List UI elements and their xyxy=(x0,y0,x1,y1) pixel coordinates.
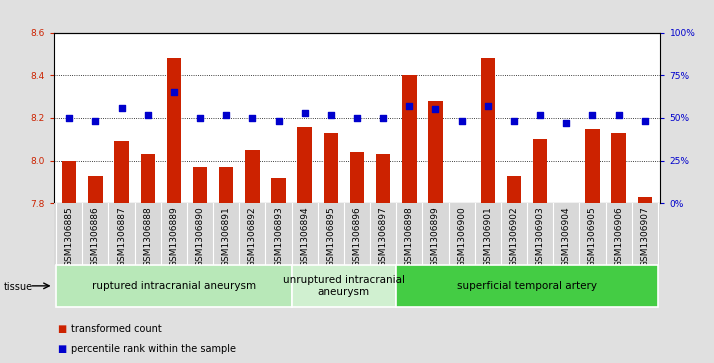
Point xyxy=(90,118,101,124)
Text: GSM1306903: GSM1306903 xyxy=(536,206,545,267)
Text: GSM1306899: GSM1306899 xyxy=(431,206,440,267)
Text: GSM1306889: GSM1306889 xyxy=(169,206,178,267)
Text: GSM1306906: GSM1306906 xyxy=(614,206,623,267)
Text: transformed count: transformed count xyxy=(71,323,162,334)
Bar xyxy=(585,129,600,203)
Point xyxy=(508,118,520,124)
Text: GSM1306897: GSM1306897 xyxy=(378,206,388,267)
Text: GSM1306894: GSM1306894 xyxy=(300,206,309,267)
Text: GSM1306898: GSM1306898 xyxy=(405,206,414,267)
Point xyxy=(325,112,336,118)
Point xyxy=(639,118,650,124)
Point xyxy=(116,105,127,111)
Text: GSM1306904: GSM1306904 xyxy=(562,206,570,267)
Point xyxy=(142,112,154,118)
Text: superficial temporal artery: superficial temporal artery xyxy=(457,281,597,291)
Text: tissue: tissue xyxy=(4,282,33,292)
Point xyxy=(613,112,624,118)
Text: GSM1306905: GSM1306905 xyxy=(588,206,597,267)
Bar xyxy=(481,58,495,203)
Point xyxy=(560,120,572,126)
Text: GSM1306887: GSM1306887 xyxy=(117,206,126,267)
Bar xyxy=(245,150,260,203)
Text: ■: ■ xyxy=(57,323,66,334)
Point xyxy=(534,112,545,118)
Bar xyxy=(56,265,291,307)
Text: GSM1306900: GSM1306900 xyxy=(457,206,466,267)
Text: GSM1306893: GSM1306893 xyxy=(274,206,283,267)
Bar xyxy=(114,142,129,203)
Text: percentile rank within the sample: percentile rank within the sample xyxy=(71,344,236,354)
Bar xyxy=(507,176,521,203)
Text: GSM1306888: GSM1306888 xyxy=(144,206,152,267)
Bar xyxy=(402,76,416,203)
Point xyxy=(299,110,311,116)
Bar xyxy=(428,101,443,203)
Bar xyxy=(271,178,286,203)
Bar xyxy=(611,133,625,203)
Text: GSM1306902: GSM1306902 xyxy=(510,206,518,267)
Point xyxy=(221,112,232,118)
Bar xyxy=(376,154,391,203)
Bar xyxy=(454,203,469,210)
Point xyxy=(64,115,75,121)
Point xyxy=(351,115,363,121)
Text: ruptured intracranial aneurysm: ruptured intracranial aneurysm xyxy=(92,281,256,291)
Text: unruptured intracranial
aneurysm: unruptured intracranial aneurysm xyxy=(283,275,405,297)
Text: GSM1306890: GSM1306890 xyxy=(196,206,204,267)
Text: GSM1306895: GSM1306895 xyxy=(326,206,336,267)
Text: GSM1306901: GSM1306901 xyxy=(483,206,492,267)
Point xyxy=(246,115,258,121)
Text: GSM1306886: GSM1306886 xyxy=(91,206,100,267)
Text: GSM1306896: GSM1306896 xyxy=(353,206,361,267)
Point xyxy=(273,118,284,124)
Bar xyxy=(396,265,658,307)
Bar xyxy=(298,127,312,203)
Bar xyxy=(533,139,548,203)
Text: GSM1306891: GSM1306891 xyxy=(222,206,231,267)
Point xyxy=(194,115,206,121)
Point xyxy=(403,103,415,109)
Point xyxy=(378,115,389,121)
Bar xyxy=(291,265,396,307)
Text: ■: ■ xyxy=(57,344,66,354)
Point xyxy=(456,118,468,124)
Bar xyxy=(62,161,76,203)
Bar xyxy=(193,167,207,203)
Point xyxy=(169,90,180,95)
Text: GSM1306907: GSM1306907 xyxy=(640,206,649,267)
Bar xyxy=(89,176,103,203)
Point xyxy=(587,112,598,118)
Point xyxy=(482,103,493,109)
Bar xyxy=(350,152,364,203)
Bar xyxy=(166,58,181,203)
Bar xyxy=(638,197,652,203)
Bar xyxy=(141,154,155,203)
Text: GSM1306885: GSM1306885 xyxy=(65,206,74,267)
Bar xyxy=(219,167,233,203)
Text: GSM1306892: GSM1306892 xyxy=(248,206,257,267)
Point xyxy=(430,107,441,113)
Bar xyxy=(323,133,338,203)
